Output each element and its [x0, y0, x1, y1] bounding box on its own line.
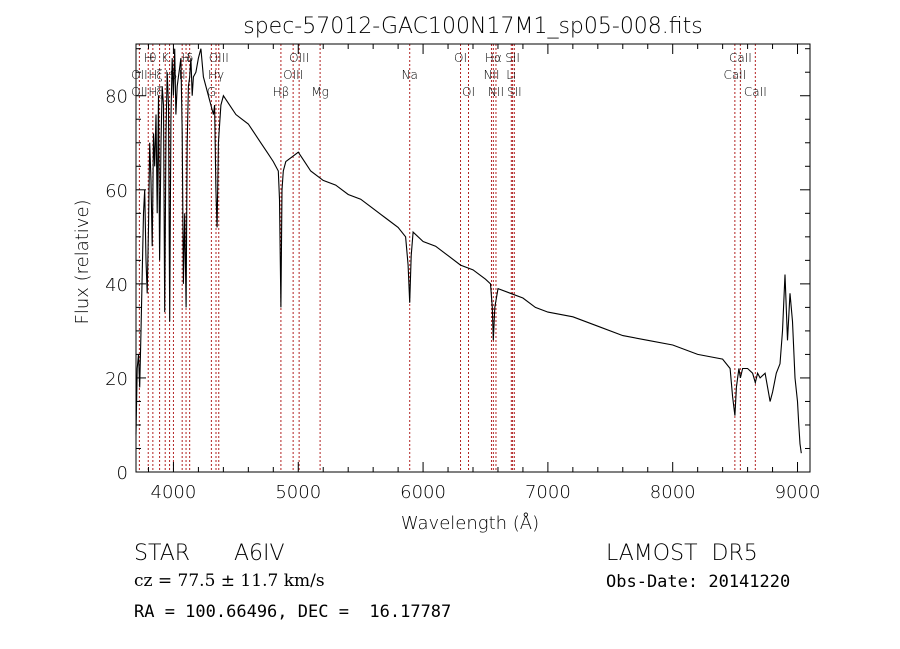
y-tick-label: 60 [105, 181, 128, 202]
line-label-24-row1: SII [505, 51, 520, 65]
line-label-5-row2: H [165, 68, 174, 82]
coordinates: RA = 100.66496, DEC = 16.17787 [134, 602, 452, 622]
x-tick-label: 5000 [275, 482, 321, 503]
object-class: STAR [134, 541, 191, 566]
x-tick-label: 7000 [525, 482, 571, 503]
line-markers [138, 44, 756, 472]
y-tick-label: 80 [105, 87, 128, 108]
line-label-2-row3: H [148, 85, 157, 99]
line-label-27-row1: CaII [729, 51, 752, 65]
spectrum-chart: spec-57012-GAC100N17M1_sp05-008.fits OII… [72, 14, 820, 534]
y-tick-label: 20 [105, 369, 128, 390]
x-tick-label: 4000 [151, 482, 197, 503]
object-subclass: A6IV [234, 541, 285, 566]
line-label-3-row2: ξ [156, 68, 163, 82]
line-label-0-row2: OII [131, 68, 148, 82]
line-label-11-row2: Hγ [208, 68, 224, 82]
x-tick-label: 9000 [775, 482, 821, 503]
line-label-17-row2: Na [402, 68, 418, 82]
line-label-25-row3: SII [507, 85, 522, 99]
spectrum-line [135, 48, 802, 454]
line-label-19-row3: OI [462, 85, 475, 99]
chart-title: spec-57012-GAC100N17M1_sp05-008.fits [243, 14, 703, 39]
line-label-12-row1: OIII [209, 51, 229, 65]
line-label-21-row1: Hα [485, 51, 502, 65]
line-label-26-row2: CaII [723, 68, 746, 82]
y-axis-label: Flux (relative) [72, 199, 93, 324]
line-label-28-row3: CaII [744, 85, 767, 99]
x-axis-label: Wavelength (Å) [401, 512, 539, 534]
line-label-9-row1: δ [186, 51, 193, 65]
redshift-velocity: cz = 77.5 ± 11.7 km/s [134, 571, 325, 591]
x-tick-label: 6000 [400, 482, 446, 503]
survey-name: LAMOST DR5 [606, 541, 758, 566]
line-label-23-row2: Li [506, 68, 516, 82]
line-label-13-row3: Hβ [273, 85, 290, 99]
line-label-20-row2: NII [483, 68, 499, 82]
line-label-0-row3: OII [131, 85, 148, 99]
line-label-10-row3: G [207, 85, 216, 99]
line-label-18-row1: OI [454, 51, 467, 65]
line-label-2-row2: H [148, 68, 157, 82]
x-tick-label: 8000 [650, 482, 696, 503]
line-label-14-row2: OIII [283, 68, 303, 82]
line-label-22-row3: NII [488, 85, 504, 99]
observation-date: Obs-Date: 20141220 [606, 572, 791, 592]
line-label-3-row3: ξ [156, 85, 163, 99]
y-tick-label: 40 [105, 275, 128, 296]
line-label-16-row3: Mg [311, 85, 329, 99]
line-label-4-row1: K [161, 51, 169, 65]
line-label-8-row1: H [182, 51, 191, 65]
plot-frame [135, 43, 811, 473]
line-label-7-row2: II [179, 68, 186, 82]
line-label-15-row1: OIII [289, 51, 309, 65]
line-label-2-row1: θ [149, 51, 156, 65]
line-label-1-row1: H [144, 51, 153, 65]
axis-ticks: 4000 5000 6000 7000 8000 9000 0 20 40 60 80 [105, 44, 820, 503]
y-tick-label: 0 [117, 463, 128, 484]
